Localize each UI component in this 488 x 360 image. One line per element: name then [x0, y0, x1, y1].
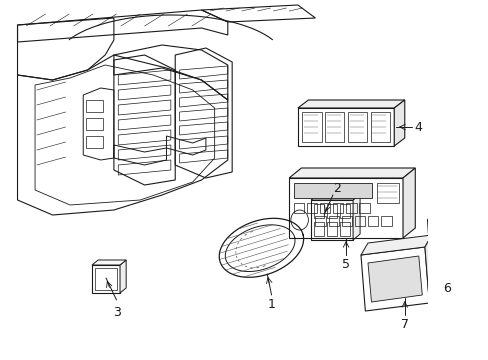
- Bar: [313, 204, 324, 218]
- Bar: [326, 204, 337, 218]
- Text: 4: 4: [414, 121, 422, 134]
- Bar: [380, 216, 391, 226]
- Bar: [325, 112, 344, 142]
- Bar: [367, 216, 378, 226]
- Polygon shape: [486, 218, 488, 256]
- Polygon shape: [297, 100, 404, 108]
- Bar: [297, 108, 393, 146]
- Polygon shape: [367, 256, 422, 302]
- Bar: [319, 203, 329, 213]
- Bar: [326, 222, 337, 236]
- Bar: [339, 204, 350, 218]
- Bar: [306, 203, 317, 213]
- Polygon shape: [120, 260, 126, 293]
- Bar: [332, 203, 343, 213]
- Polygon shape: [393, 100, 404, 146]
- Bar: [315, 216, 325, 226]
- Bar: [92, 265, 120, 293]
- Bar: [313, 222, 324, 236]
- Bar: [94, 268, 117, 290]
- Bar: [86, 136, 103, 148]
- Polygon shape: [481, 196, 488, 216]
- Polygon shape: [432, 220, 459, 259]
- Bar: [354, 216, 365, 226]
- Polygon shape: [360, 235, 431, 255]
- Text: 6: 6: [442, 282, 450, 294]
- Bar: [347, 112, 366, 142]
- Bar: [288, 178, 402, 238]
- Text: 5: 5: [342, 258, 349, 271]
- Text: 2: 2: [333, 181, 341, 194]
- Polygon shape: [352, 194, 359, 240]
- Bar: [86, 118, 103, 130]
- Polygon shape: [462, 203, 470, 268]
- Text: 3: 3: [112, 306, 120, 319]
- Text: 1: 1: [267, 298, 275, 311]
- Bar: [302, 112, 321, 142]
- Polygon shape: [402, 168, 414, 238]
- Bar: [293, 183, 371, 198]
- Bar: [339, 222, 350, 236]
- Polygon shape: [424, 235, 435, 303]
- Bar: [341, 216, 351, 226]
- Polygon shape: [310, 194, 359, 200]
- Bar: [376, 183, 398, 203]
- Bar: [293, 203, 304, 213]
- Bar: [359, 203, 369, 213]
- Polygon shape: [288, 168, 414, 178]
- Text: 7: 7: [400, 319, 408, 332]
- Bar: [346, 203, 356, 213]
- Polygon shape: [92, 260, 126, 265]
- Bar: [370, 112, 389, 142]
- Polygon shape: [427, 203, 467, 220]
- Bar: [86, 100, 103, 112]
- Bar: [328, 216, 338, 226]
